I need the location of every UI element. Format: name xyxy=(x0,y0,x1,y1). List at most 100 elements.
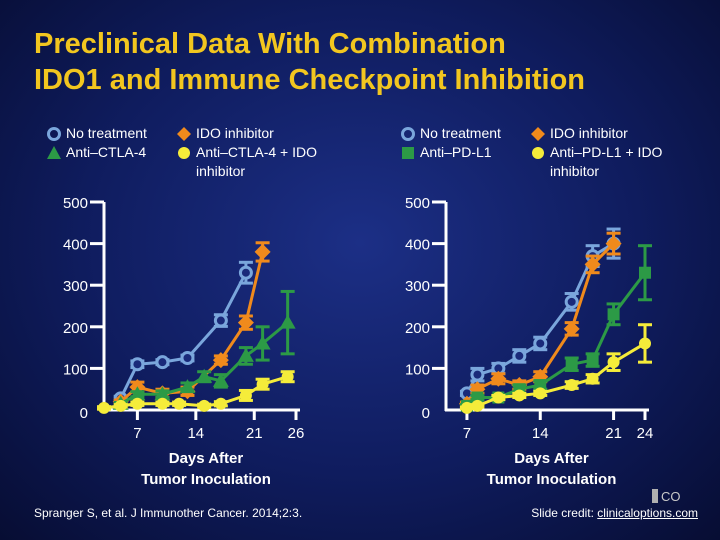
citation: Spranger S, et al. J Immunother Cancer. … xyxy=(34,506,303,520)
y-tick-label: 400 xyxy=(405,237,430,254)
data-point xyxy=(563,320,580,337)
x-tick-label: 7 xyxy=(133,425,141,442)
slide-title: Preclinical Data With Combination IDO1 a… xyxy=(34,26,694,98)
data-point xyxy=(198,399,211,412)
svg-text:CO: CO xyxy=(661,489,681,503)
data-point xyxy=(155,355,170,370)
x-axis-label: Tumor Inoculation xyxy=(487,471,617,488)
series-square xyxy=(459,244,652,412)
x-tick-label: 21 xyxy=(605,425,622,442)
circle-marker-icon xyxy=(532,147,544,159)
legend-label: No treatment xyxy=(420,125,501,141)
series-line xyxy=(466,271,647,408)
chart-2: 0 100 200 300 400 500 7 14 21 24 Days After Tumor I… xyxy=(405,195,653,488)
data-point xyxy=(513,389,526,402)
data-point xyxy=(254,243,271,260)
data-point xyxy=(212,352,229,369)
data-point xyxy=(237,314,254,331)
data-point xyxy=(114,399,127,412)
data-point xyxy=(607,356,620,369)
data-point xyxy=(154,386,171,401)
legend-label: Anti–CTLA-4 xyxy=(66,144,147,160)
open-circle-marker-icon xyxy=(47,127,61,141)
data-point xyxy=(533,336,548,351)
legend-label: IDO inhibitor xyxy=(196,125,274,141)
data-point xyxy=(214,397,227,410)
data-point xyxy=(490,370,507,387)
x-tick-label: 24 xyxy=(637,425,654,442)
triangle-marker-icon xyxy=(47,146,61,159)
data-point xyxy=(179,379,196,394)
legend-label: Anti–CTLA-4 + IDO inhibitor xyxy=(196,144,317,179)
data-point xyxy=(586,354,599,367)
data-point xyxy=(639,337,651,350)
credit-link[interactable]: clinicaloptions.com xyxy=(597,506,698,520)
data-point xyxy=(196,368,213,383)
data-point xyxy=(639,266,651,279)
data-point xyxy=(607,308,620,321)
diamond-marker-icon xyxy=(177,127,191,141)
data-point xyxy=(256,378,269,391)
data-point xyxy=(98,401,110,414)
data-point xyxy=(180,351,195,365)
data-point xyxy=(584,256,601,273)
y-tick-label: 0 xyxy=(422,405,430,422)
x-tick-label: 14 xyxy=(532,425,549,442)
data-point xyxy=(534,379,547,392)
legend-left: No treatment IDO inhibitor Anti–CTLA-4 A… xyxy=(46,124,366,184)
y-tick-label: 500 xyxy=(405,195,430,212)
data-point xyxy=(130,357,145,372)
series-line xyxy=(103,375,289,410)
series-circle xyxy=(459,323,652,414)
series-circle-open xyxy=(113,260,253,406)
series-circle xyxy=(97,370,295,414)
x-axis-label: Days After xyxy=(169,450,244,467)
y-tick-label: 400 xyxy=(63,237,88,254)
square-marker-icon xyxy=(402,147,414,159)
title-line-1: Preclinical Data With Combination xyxy=(34,28,506,60)
legend-label: IDO inhibitor xyxy=(550,125,628,141)
x-tick-label: 21 xyxy=(246,425,263,442)
data-point xyxy=(173,397,186,410)
data-point xyxy=(156,397,169,410)
data-point xyxy=(492,391,505,404)
y-tick-label: 500 xyxy=(63,195,88,212)
x-tick-label: 7 xyxy=(463,425,471,442)
chart-1: 0 100 200 300 400 500 7 14 21 26 Days After Tumor I… xyxy=(63,195,304,488)
data-point xyxy=(534,387,547,400)
data-point xyxy=(129,386,146,401)
y-tick-label: 0 xyxy=(80,405,88,422)
data-point xyxy=(237,347,254,362)
slide-credit: Slide credit: clinicaloptions.com xyxy=(531,506,698,520)
data-point xyxy=(281,370,294,383)
data-point xyxy=(565,379,578,392)
circle-marker-icon xyxy=(178,147,190,159)
legend-label: Anti–PD-L1 + IDO inhibitor xyxy=(550,144,663,179)
x-tick-label: 14 xyxy=(187,425,204,442)
data-point xyxy=(605,235,622,252)
data-point xyxy=(586,372,599,385)
data-point xyxy=(254,335,271,350)
clinical-options-logo: CO xyxy=(652,489,681,503)
legend-label: Anti–PD-L1 xyxy=(420,144,492,160)
data-point xyxy=(471,399,484,412)
open-circle-marker-icon xyxy=(401,127,415,141)
data-point xyxy=(471,391,484,404)
series-line xyxy=(119,272,248,400)
credit-label: Slide credit: xyxy=(531,506,598,520)
data-point xyxy=(512,348,527,363)
data-point xyxy=(131,397,144,410)
y-tick-label: 300 xyxy=(405,278,430,295)
data-point xyxy=(238,265,253,280)
data-point xyxy=(564,294,579,309)
data-point xyxy=(470,367,485,382)
diamond-marker-icon xyxy=(531,127,545,141)
data-point xyxy=(460,401,473,414)
data-point xyxy=(213,313,228,328)
y-tick-label: 200 xyxy=(405,320,430,337)
data-point xyxy=(212,372,229,387)
data-point xyxy=(239,389,252,402)
legend-label: No treatment xyxy=(66,125,147,141)
title-line-2: IDO1 and Immune Checkpoint Inhibition xyxy=(34,64,586,96)
